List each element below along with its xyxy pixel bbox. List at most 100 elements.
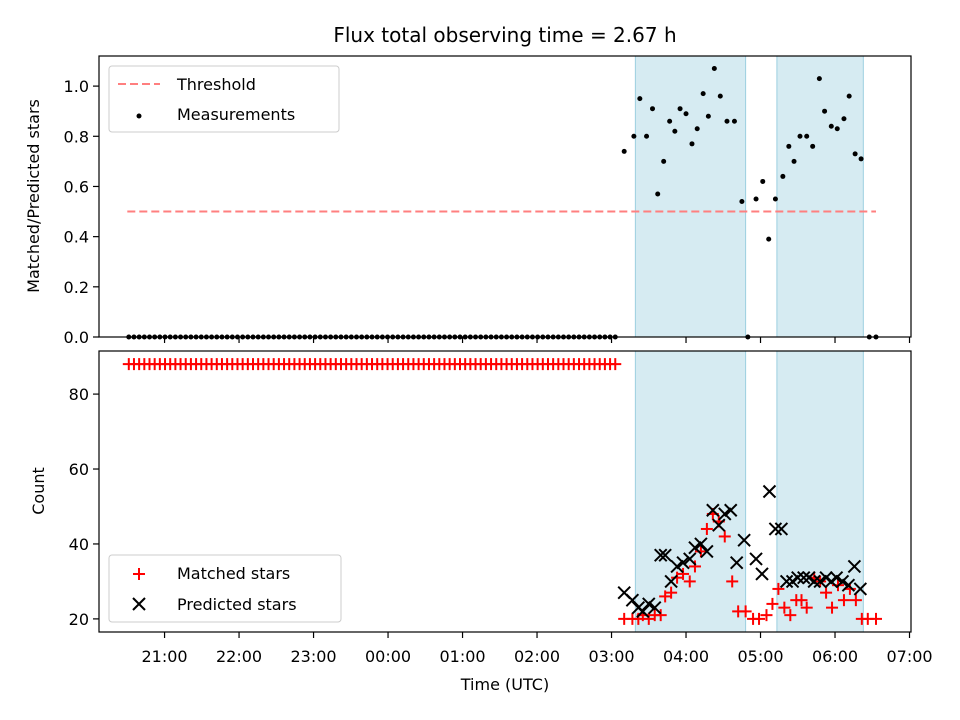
predicted-star-point [688, 540, 702, 555]
predicted-star-point [762, 484, 777, 499]
matched-star-point [694, 545, 707, 558]
predicted-star-point [718, 507, 732, 521]
predicted-star-point [694, 537, 708, 551]
measurement-point [834, 126, 840, 132]
measurement-point [650, 106, 656, 112]
predicted-star-point [737, 533, 751, 547]
x-tick-label: 22:00 [216, 647, 262, 666]
y-tick-label: 80 [69, 385, 89, 404]
matched-star-point [609, 358, 622, 371]
x-tick-label: 00:00 [365, 647, 411, 666]
predicted-star-point [729, 555, 744, 570]
predicted-star-point [749, 552, 763, 566]
predicted-star-point [797, 570, 811, 585]
predicted-star-point [768, 522, 783, 536]
measurement-point [731, 118, 737, 124]
y-tick-label: 1.0 [64, 77, 89, 96]
observing-windows-bottom [634, 350, 864, 633]
count-x-ticks: 21:00 22:00 23:00 00:00 01:00 02:00 03:00 04:00… [142, 632, 933, 666]
measurement-point [760, 178, 766, 184]
ratio-legend-box [108, 65, 340, 133]
measurement-point [677, 106, 683, 112]
measurement-point [631, 133, 637, 139]
x-tick-label: 02:00 [514, 647, 560, 666]
measurement-point [621, 148, 627, 154]
x-tick-label: 07:00 [886, 647, 932, 666]
x-tick-label: 23:00 [290, 647, 336, 666]
matched-star-point [677, 567, 690, 580]
measurement-point [700, 91, 706, 97]
predicted-star-point [835, 574, 850, 589]
ratio-x-ticks [163, 337, 911, 343]
predicted-star-point [700, 544, 714, 559]
y-tick-label: 0.6 [64, 177, 89, 196]
measurement-point [689, 141, 695, 147]
measurement-point [804, 133, 810, 139]
matched-star-point [766, 597, 779, 610]
matched-star-point [654, 609, 667, 622]
ratio-legend: Threshold Measurements [108, 65, 340, 133]
predicted-star-point [829, 570, 844, 585]
observing-window [634, 350, 747, 633]
measurement-point [822, 108, 828, 114]
matched-star-point [772, 582, 785, 595]
measurement-point [810, 143, 816, 149]
measurement-point [772, 196, 778, 202]
matched-star-point [760, 609, 773, 622]
x-tick-label: 04:00 [663, 647, 709, 666]
ratio-panel: 0.0 0.2 0.4 0.6 0.8 1.0 Matched/Predicted sta… [24, 55, 912, 347]
measurement-point [858, 156, 864, 162]
measurement-point [766, 236, 772, 242]
predicted-star-point [648, 600, 662, 615]
predicted-star-point [658, 548, 672, 562]
count-legend-box [108, 554, 342, 623]
predicted-star-point [664, 574, 678, 589]
count-y-ticks: 20 40 60 80 [69, 385, 99, 629]
y-tick-label: 0.4 [64, 228, 89, 247]
measurement-point [786, 143, 792, 149]
measurement-point [791, 158, 797, 164]
measurement-point [780, 173, 786, 179]
measurement-point [852, 151, 858, 157]
ratio-y-ticks: 0.0 0.2 0.4 0.6 0.8 1.0 [64, 77, 99, 347]
measurement-point [655, 191, 661, 197]
measurement-point [694, 126, 700, 132]
measurement-point [846, 93, 852, 99]
matched-legend-swatch [133, 568, 145, 580]
y-tick-label: 0.0 [64, 328, 89, 347]
matched-star-point [688, 560, 701, 573]
matched-legend-label: Matched stars [177, 564, 290, 583]
matched-star-point [753, 612, 766, 625]
predicted-star-point [813, 574, 827, 589]
measurement-point [717, 93, 723, 99]
predicted-star-point [642, 597, 656, 611]
matched-star-point [683, 575, 696, 588]
predicted-star-point [683, 552, 697, 566]
chart-title: Flux total observing time = 2.67 h [333, 23, 676, 47]
ratio-panel-frame [98, 55, 912, 338]
observing-window [776, 55, 864, 338]
measurement-point [724, 118, 730, 124]
measurement-point [711, 66, 717, 72]
predicted-star-point [779, 574, 794, 589]
measurement-point [661, 158, 667, 164]
measurements-legend-swatch [136, 113, 142, 119]
matched-star-point [869, 612, 882, 625]
matched-star-point [778, 601, 791, 614]
predicted-legend-label: Predicted stars [177, 595, 297, 614]
predicted-star-point [625, 593, 640, 607]
measurement-point [816, 76, 822, 82]
measurement-point [672, 128, 678, 134]
matched-star-point [837, 594, 850, 607]
y-tick-label: 20 [69, 610, 89, 629]
matched-star-point [739, 605, 752, 618]
measurement-point [797, 133, 803, 139]
predicted-star-point [676, 555, 690, 570]
matched-star-point [726, 575, 739, 588]
y-tick-label: 40 [69, 535, 89, 554]
measurement-point [637, 96, 643, 102]
measurement-point [705, 113, 711, 119]
matched-star-point [665, 586, 678, 599]
predicted-star-point [841, 578, 856, 592]
matched-star-point [784, 609, 797, 622]
